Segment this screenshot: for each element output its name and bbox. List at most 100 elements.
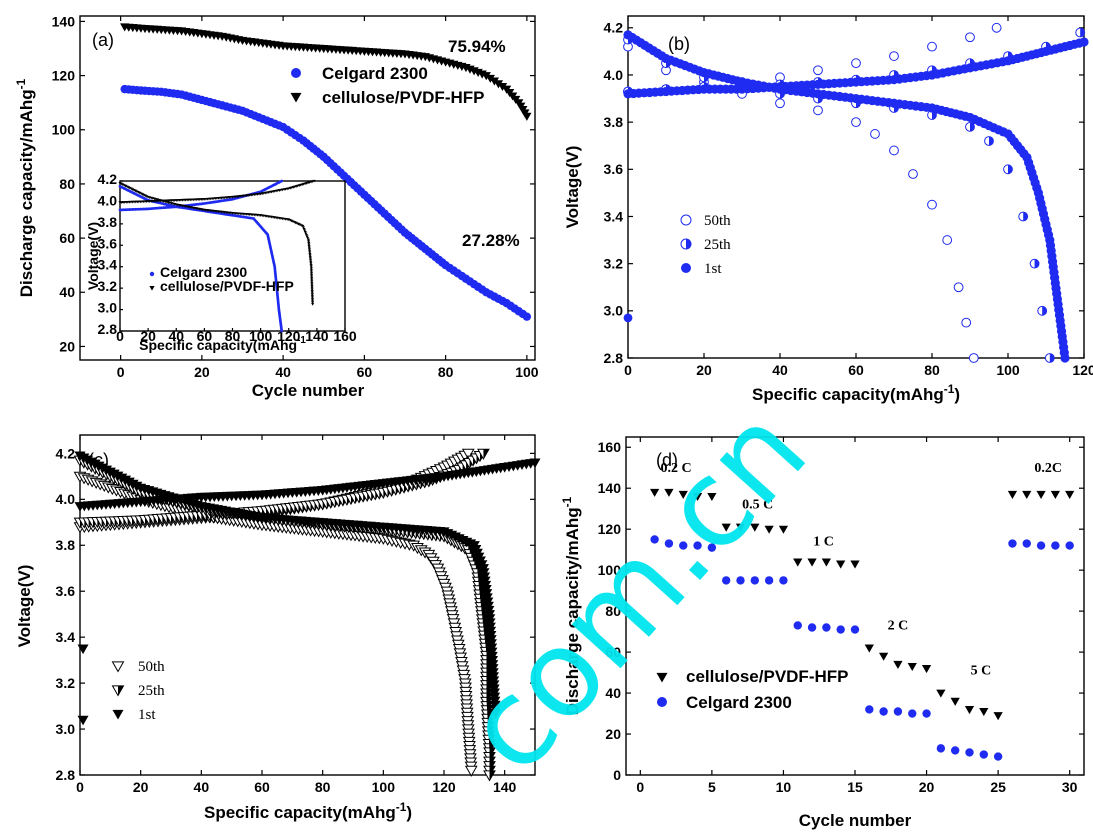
x-axis-label-b-tail: ) [954,385,960,404]
legend-marker-1st [681,263,691,273]
x-tick-label: 80 [924,362,940,378]
y-tick-label: 3.6 [56,583,76,599]
data-point [765,576,773,584]
y-tick-label: 160 [598,439,622,455]
x-axis-label-d: Cycle number [799,811,912,830]
data-point [78,645,89,655]
data-point [836,561,845,569]
y-axis-label-text-a: Discharge capacity/mAhg-1 [14,78,36,297]
inset-x-axis-label: Specific capacity(mAhg-1 [139,335,306,353]
y-tick-label: 60 [59,230,75,246]
inset-legend-label-cellulose: cellulose/PVDF-HFP [160,278,294,294]
data-point [751,576,759,584]
data-point [836,625,844,633]
legend-marker-25th [113,686,124,696]
y-axis-label-c: Voltage(V) [15,565,34,648]
data-point [522,113,531,121]
inset-y-axis-label-text: Voltage(V) [85,222,101,290]
legend-marker-25th [681,239,691,249]
data-point [879,653,888,661]
data-point [951,698,960,706]
legend-label-1st: 1st [138,707,156,723]
legend-d: cellulose/PVDF-HFP Celgard 2300 [657,667,849,712]
x-axis-label-c: Specific capacity(mAhg-1) [204,800,412,822]
ticks-b: 0 20 40 60 80 100 120 2.8 3.0 3.2 3.4 3.6 3.8 4.0 4.2 [604,16,1093,378]
x-tick-label: 80 [438,364,454,380]
data-point [908,663,917,671]
rate-label: 2 C [888,619,909,634]
data-point [890,52,899,61]
y-axis-label-text-d-sup: -1 [560,496,574,507]
legend-marker-25th-half [686,239,691,249]
data-point [1023,539,1031,547]
x-tick-label: 100 [515,364,539,380]
y-tick-label: 4.2 [56,445,76,461]
inset-x-tick-label: 160 [333,328,357,344]
data-point [936,690,945,698]
y-axis-label-a: Discharge capacity/mAhg-1 [14,78,36,297]
legend-c: 50th25th1st [113,659,166,723]
inset-y-axis-label: Voltage(V) [85,222,101,290]
x-axis-label-c-tail: ) [406,803,412,822]
x-tick-label: 30 [1062,779,1078,795]
inset-x-axis-label-main: Specific capacity(mAhg [139,337,297,353]
legend-marker-cellulose [291,93,302,103]
data-point [969,354,978,363]
x-tick-label: 25 [990,779,1006,795]
y-tick-label: 3.6 [604,161,624,177]
data-point [814,106,823,115]
inset-y-tick-label: 3.0 [98,300,118,316]
legend-marker-celgard [291,68,301,78]
legend-marker-celgard [657,697,667,707]
y-axis-label-text-c: Voltage(V) [15,565,34,648]
x-axis-label-b: Specific capacity(mAhg-1) [752,382,960,404]
data-point [966,122,975,131]
legend-marker-50th [113,662,124,672]
data-point [928,42,937,51]
y-tick-label: 3.2 [604,256,624,272]
annotation-retention-cellulose: 75.94% [448,37,506,56]
data-point [779,576,787,584]
legend-b: 50th 25th 1st [681,213,731,277]
x-tick-label: 100 [372,779,396,795]
x-tick-label: 0 [636,779,644,795]
data-point [624,314,633,323]
data-point [776,99,785,108]
data-point [822,623,830,631]
y-axis-label-text-a-sup: -1 [14,78,28,89]
legend-label-cellulose: cellulose/PVDF-HFP [686,667,848,686]
y-tick-label: 4.2 [604,20,624,36]
x-tick-label: 0 [624,362,632,378]
data-point [794,621,802,629]
data-point [966,33,975,42]
inset-legend: Celgard 2300cellulose/PVDF-HFP [149,264,293,294]
data-point [1051,541,1059,549]
data-point [890,146,899,155]
y-tick-label: 2.8 [56,767,76,783]
data-point [1045,354,1054,363]
data-point [793,558,802,566]
y-tick-label: 4.0 [56,491,76,507]
x-tick-label: 60 [357,364,373,380]
data-point [954,283,963,292]
data-point [894,707,902,715]
inset-a: 0 20 40 60 80 100 120 140 1602.83.03.23.43.63.84… [85,171,357,353]
data-point [979,708,988,716]
data-point [943,236,952,245]
x-tick-label: 80 [315,779,331,795]
data-point [965,706,974,714]
y-tick-label: 80 [59,176,75,192]
inset-y-tick-label: 4.2 [98,171,118,187]
data-point [1019,212,1028,221]
x-axis-label-c-sup: -1 [396,800,407,814]
rate-label: 5 C [971,664,992,679]
data-point [980,750,988,758]
rate-label: 0.2C [1034,461,1062,476]
data-point [808,623,816,631]
data-point [852,118,861,127]
y-tick-label: 4.0 [604,67,624,83]
x-tick-label: 15 [847,779,863,795]
legend-label-celgard: Celgard 2300 [686,693,792,712]
data-point [951,746,959,754]
